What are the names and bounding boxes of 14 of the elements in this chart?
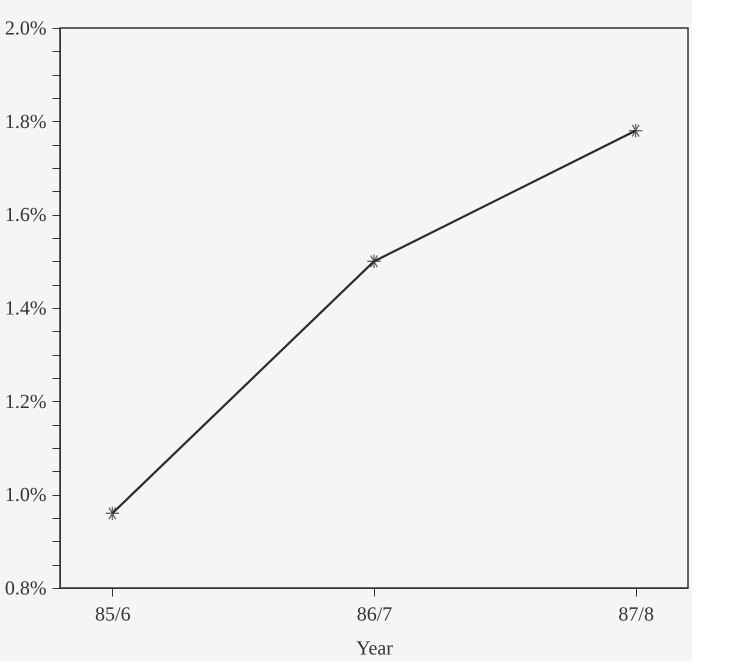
y-tick-label: 1.0% xyxy=(4,484,46,506)
point xyxy=(104,506,120,521)
y-tick-label: 2.0% xyxy=(4,18,46,40)
x-tick-label: 86/7 xyxy=(356,604,392,626)
y-tick-label: 1.6% xyxy=(4,204,46,226)
point xyxy=(366,254,382,269)
point xyxy=(628,123,644,138)
y-tick-label: 1.8% xyxy=(4,110,46,133)
x-axis-title: Year xyxy=(356,638,394,660)
x-tick-label: 87/8 xyxy=(618,604,654,626)
y-tick-label: 0.8% xyxy=(4,578,46,600)
x-tick-label: 85/6 xyxy=(95,604,131,626)
y-tick-label: 1.4% xyxy=(4,298,46,320)
y-tick-label: 1.2% xyxy=(4,390,46,413)
